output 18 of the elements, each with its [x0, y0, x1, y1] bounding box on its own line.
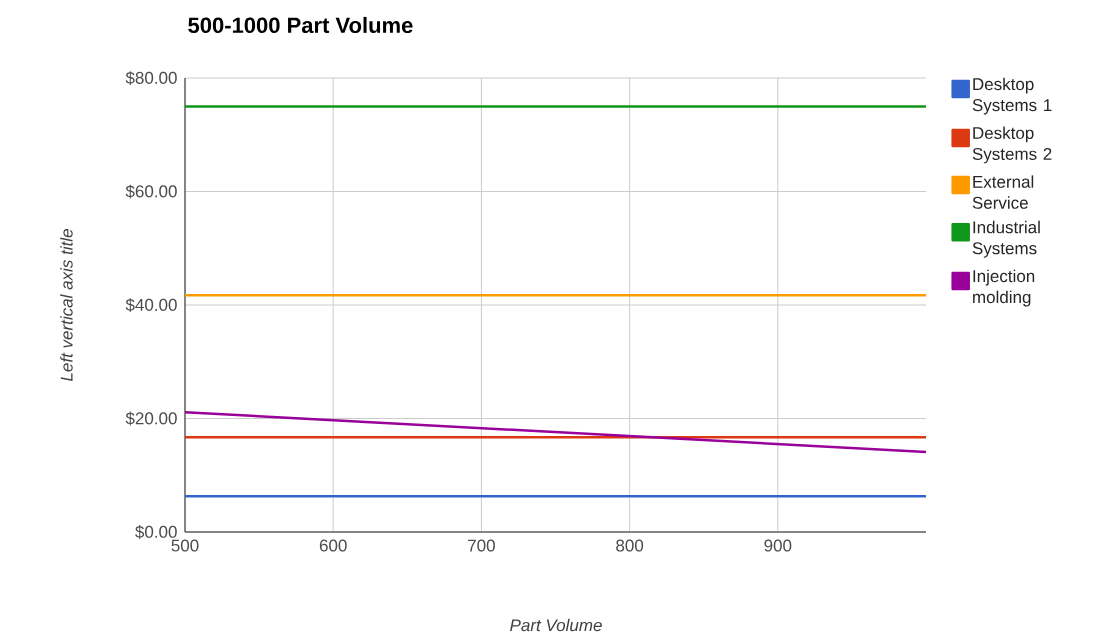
- y-tick-label: $60.00: [125, 184, 177, 199]
- y-tick-label: $20.00: [125, 411, 177, 426]
- y-tick-label: $80.00: [125, 71, 177, 85]
- y-tick-label: $0.00: [135, 525, 177, 539]
- x-tick-label: 700: [468, 539, 495, 552]
- x-tick-label: 800: [616, 539, 644, 552]
- legend-label: Injection molding: [973, 269, 1035, 307]
- y-axis-title: Left vertical axis title: [60, 229, 73, 382]
- x-axis-title: Part Volume: [510, 618, 602, 632]
- legend-label: External Service: [972, 175, 1034, 209]
- y-tick-label: $40.00: [125, 298, 177, 312]
- x-tick-label: 900: [764, 539, 792, 552]
- legend-label: Desktop Systems 1: [972, 77, 1052, 115]
- legend-label: Industrial Systems: [972, 220, 1040, 258]
- x-tick-label: 500: [171, 539, 199, 552]
- chart-title: 500-1000 Part Volume: [188, 16, 413, 34]
- legend-label: Desktop Systems 2: [972, 126, 1052, 164]
- x-tick-label: 600: [319, 539, 347, 552]
